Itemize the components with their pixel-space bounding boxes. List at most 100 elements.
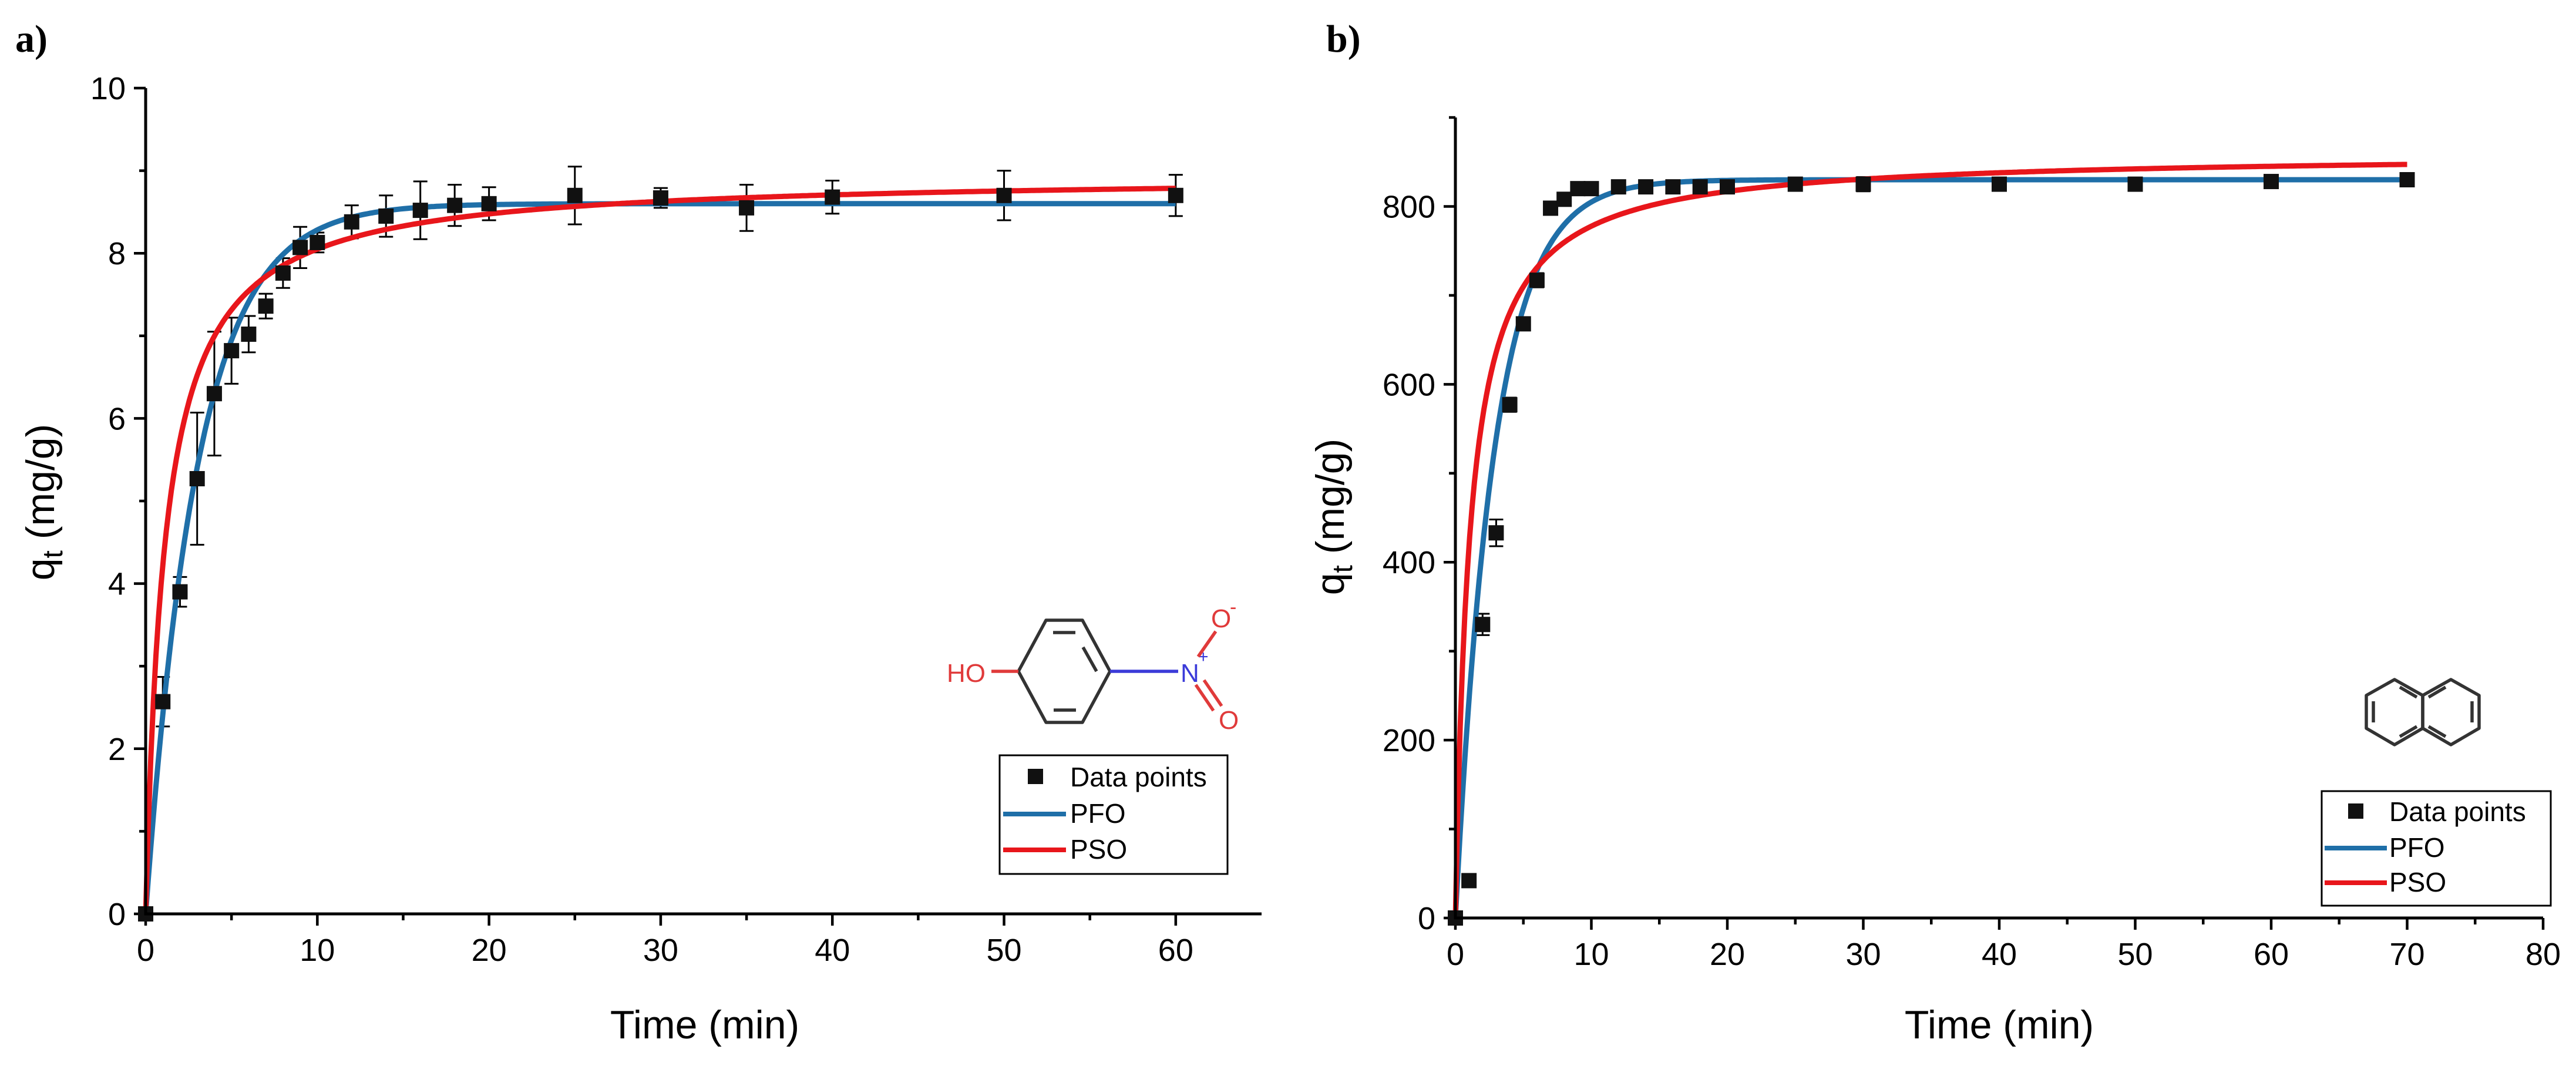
x-tick-label: 70 [2389,937,2424,972]
panel-b-axes [1454,117,2543,920]
double-bond [2427,685,2447,699]
y-tick-label: 600 [1383,367,1435,402]
data-point [1583,181,1599,197]
y-tick-label: 2 [108,732,126,767]
data-point [825,189,840,205]
x-tick-label: 10 [300,933,335,968]
data-point [481,196,497,211]
panel-a-label: a) [15,18,48,60]
x-tick-label: 60 [2254,937,2289,972]
legend-marker-icon [1028,769,1043,784]
panel-b-legend: Data points PFO PSO [2321,790,2552,907]
x-tick-label: 60 [1158,933,1193,968]
data-point [1488,525,1504,541]
panel-a-x-axis-title: Time (min) [610,1003,799,1047]
panel-b-markers [1448,172,2415,926]
data-point [292,240,308,255]
data-point [241,326,257,342]
data-point [1515,316,1531,332]
x-tick-label: 0 [137,933,154,968]
panel-b-curves [1452,162,2407,919]
data-point [206,386,222,402]
y-tick-label: 0 [1418,901,1435,936]
panel-b-y-title-main: q [1308,573,1353,595]
data-point [172,584,188,600]
x-tick-label: 50 [986,933,1021,968]
double-bond [2399,725,2418,738]
panel-a-legend: Data points PFO PSO [998,754,1229,875]
data-point [310,234,325,250]
panel-b-y-title-sub: t [1327,565,1358,573]
data-point [1570,181,1586,197]
data-point [1610,179,1626,195]
x-tick-label: 0 [1447,937,1464,972]
legend-label-data: Data points [2389,796,2526,827]
double-bond [1202,679,1223,707]
panel-a-inset-4-nitrophenol: HO N + O - O [947,596,1239,735]
data-point [1665,179,1681,195]
double-bond [2427,725,2447,738]
curve-pso [1452,162,2407,919]
data-point [1720,179,1735,195]
data-point [653,190,668,206]
double-bond [2399,685,2418,699]
data-point [1475,617,1491,633]
naphthalene-ring-right [2421,678,2481,746]
data-point [344,214,359,230]
panel-a-ticks: 0 10 20 30 40 50 60 0 2 4 6 8 10 [90,71,1193,968]
legend-label-pso: PSO [2389,867,2446,897]
data-point [996,187,1012,203]
nitro-oxygen-bond-top [1196,630,1218,658]
data-point [2127,176,2143,192]
y-tick-label: 400 [1383,545,1435,580]
data-point [447,197,463,213]
data-point [1692,179,1708,195]
legend-label-pfo: PFO [2389,832,2445,863]
hydroxyl-label: HO [947,659,986,688]
data-point [567,187,583,203]
panel-b-x-axis-title: Time (min) [1905,1003,2094,1047]
x-tick-label: 20 [472,933,507,968]
data-point [1556,191,1572,207]
data-point [1855,176,1871,192]
oxygen-bottom-label: O [1219,706,1239,735]
data-point [258,298,274,314]
y-tick-label: 4 [108,567,126,602]
nitro-oxygen-bond-bottom [1194,684,1215,712]
panel-a: a) 0 10 20 30 40 50 60 0 2 4 6 8 10 Time (min) qt (m… [15,18,1262,1047]
x-tick-label: 40 [1982,937,2017,972]
x-tick-label: 80 [2525,937,2561,972]
data-point [1638,179,1654,195]
data-point [1461,873,1477,889]
data-point [378,208,394,224]
data-point [2264,174,2279,190]
y-tick-label: 10 [90,71,126,106]
data-point [224,343,240,359]
y-tick-label: 8 [108,236,126,271]
panel-a-y-axis-title: qt (mg/g) [18,424,69,581]
legend-label-pfo: PFO [1070,798,1126,829]
nitrogen-label: N [1181,659,1199,688]
data-point [275,265,291,281]
data-point [1502,397,1518,413]
x-tick-label: 30 [1845,937,1881,972]
legend-label-data: Data points [1070,762,1207,792]
data-point [1787,176,1803,192]
x-tick-label: 10 [1573,937,1609,972]
data-point [1992,176,2007,192]
panel-a-y-title-main: q [18,558,63,580]
oxygen-charge-label: - [1230,596,1236,618]
panel-b-label: b) [1326,18,1361,60]
panel-a-markers [138,187,1183,922]
data-point [1529,273,1545,288]
y-tick-label: 6 [108,401,126,436]
x-tick-label: 20 [1710,937,1745,972]
panel-b-y-title-unit: (mg/g) [1308,439,1353,565]
x-tick-label: 40 [815,933,850,968]
panel-b-error-bars [1475,174,2414,636]
data-point [739,200,755,216]
curve-pfo [1452,177,2407,919]
x-tick-label: 30 [643,933,678,968]
